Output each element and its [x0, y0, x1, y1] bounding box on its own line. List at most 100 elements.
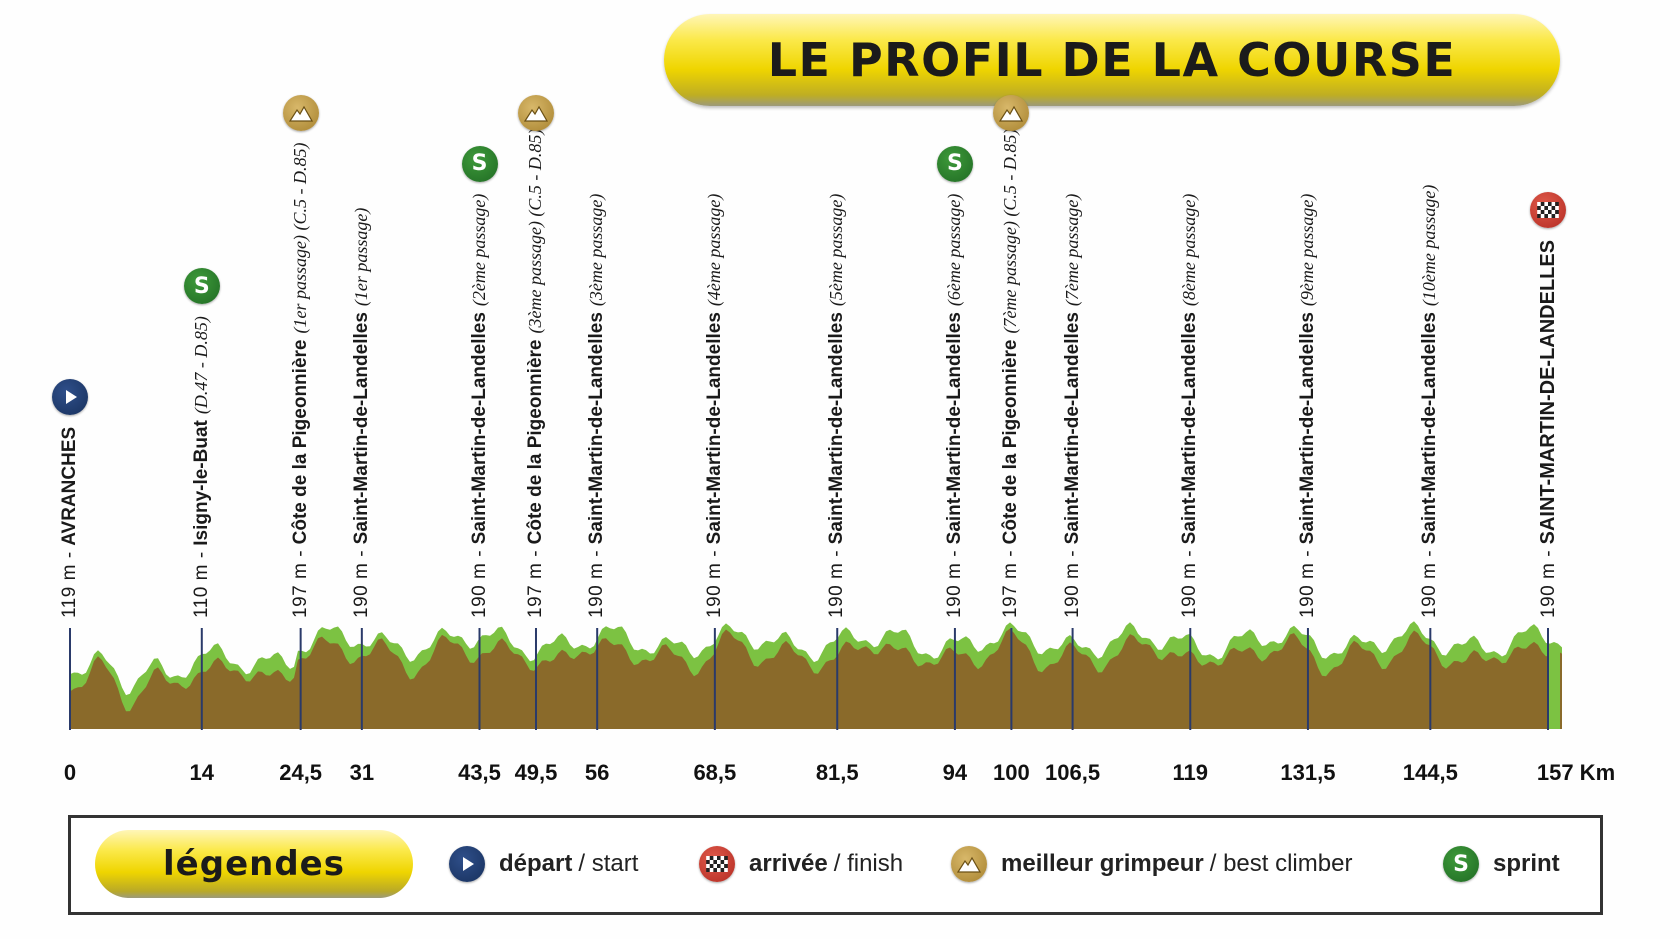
sprint-icon: S: [183, 268, 220, 305]
waypoint-altitude: 197 m: [289, 562, 311, 618]
waypoint-altitude: 190 m: [943, 562, 965, 618]
legend-label: sprint: [1493, 850, 1560, 877]
waypoint-label: 190 m - Saint-Martin-de-Landelles (6ème pas…: [944, 194, 966, 618]
km-label: 100: [993, 760, 1030, 785]
label-separator: -: [1000, 550, 1022, 557]
marker-lines: [69, 628, 1549, 730]
label-separator: -: [586, 550, 608, 557]
km-label: 14: [189, 760, 215, 785]
sprint-icon: S: [461, 145, 498, 182]
km-label: 157 Km: [1536, 760, 1616, 785]
legend-label: départ: [499, 850, 573, 877]
start-icon: [449, 846, 485, 882]
waypoint-name: Saint-Martin-de-Landelles: [586, 312, 608, 545]
waypoint-altitude: 119 m: [59, 564, 80, 618]
waypoint-name: SAINT-MARTIN-DE-LANDELLES: [1537, 239, 1559, 545]
waypoint-label: 190 m - Saint-Martin-de-Landelles (2ème pas…: [469, 194, 491, 618]
waypoint-note: (2ème passage): [468, 193, 489, 307]
waypoint-altitude: 190 m: [1061, 562, 1083, 618]
waypoint-altitude: 190 m: [703, 562, 725, 618]
waypoint-note: (9ème passage): [1296, 193, 1317, 307]
legend-label: meilleur grimpeur: [1001, 850, 1204, 877]
label-separator: -: [943, 550, 965, 557]
waypoint-altitude: 110 m: [190, 564, 212, 618]
waypoint-note: (7ème passage): [1061, 193, 1082, 307]
sprint-icon: S: [936, 145, 973, 182]
terrain-ground: [70, 628, 1562, 729]
waypoint-altitude: 190 m: [586, 562, 608, 618]
km-label: 56: [584, 760, 610, 785]
waypoint-note: (3ème passage) (C.5 - D.85): [524, 128, 545, 334]
km-label: 119: [1172, 760, 1209, 785]
label-separator: -: [289, 550, 311, 557]
label-separator: -: [1296, 550, 1318, 557]
legend-title-pill: légendes: [95, 830, 413, 898]
waypoint-altitude: 197 m: [1000, 562, 1022, 618]
waypoint-altitude: 190 m: [350, 562, 372, 618]
km-label: 43,5: [458, 760, 501, 785]
sprint-icon: S: [1443, 846, 1479, 882]
waypoint-name: Côte de la Pigeonnière: [289, 339, 311, 545]
legend-item-finish: arrivée / finish: [699, 844, 903, 884]
waypoint-note: (1er passage): [350, 207, 371, 307]
waypoint-label: 190 m - Saint-Martin-de-Landelles (8ème pas…: [1179, 194, 1201, 618]
waypoint-label: 197 m - Côte de la Pigeonnière (1er passage…: [290, 143, 312, 618]
legend-translation: / best climber: [1209, 850, 1353, 877]
waypoint-altitude: 190 m: [1419, 562, 1441, 618]
title-banner: LE PROFIL DE LA COURSE: [664, 14, 1560, 106]
waypoint-note: (7ème passage) (C.5 - D.85): [1000, 128, 1021, 334]
waypoint-name: Saint-Martin-de-Landelles: [350, 312, 372, 545]
label-separator: -: [524, 550, 546, 557]
label-separator: -: [1419, 550, 1441, 557]
waypoint-name: Saint-Martin-de-Landelles: [468, 312, 490, 545]
legend-label: arrivée: [749, 850, 828, 877]
label-separator: -: [350, 550, 372, 557]
km-label: 94: [942, 760, 968, 785]
page-title: LE PROFIL DE LA COURSE: [767, 33, 1457, 87]
waypoint-note: (D.47 - D.85): [190, 316, 211, 415]
climb-icon: [951, 846, 987, 882]
km-label: 144,5: [1402, 760, 1458, 785]
label-separator: -: [1179, 550, 1201, 557]
waypoint-note: (6ème passage): [943, 193, 964, 307]
km-label: 31: [349, 760, 375, 785]
waypoint-note: (5ème passage): [826, 193, 847, 307]
waypoint-name: Saint-Martin-de-Landelles: [1179, 312, 1201, 545]
waypoint-altitude: 190 m: [1296, 562, 1318, 618]
waypoint-label: 197 m - Côte de la Pigeonnière (7ème passag…: [1000, 129, 1022, 618]
waypoint-name: Saint-Martin-de-Landelles: [943, 312, 965, 545]
waypoint-name: Côte de la Pigeonnière: [524, 339, 546, 545]
legend-item-start: départ / start: [449, 844, 638, 884]
km-label: 81,5: [815, 760, 859, 785]
waypoint-name: Côte de la Pigeonnière: [1000, 339, 1022, 545]
waypoint-note: (4ème passage): [703, 193, 724, 307]
waypoint-altitude: 190 m: [468, 562, 490, 618]
waypoint-altitude: 190 m: [826, 562, 848, 618]
km-label: 24,5: [279, 760, 323, 785]
legend-title: légendes: [163, 844, 345, 884]
waypoint-label: 197 m - Côte de la Pigeonnière (3ème passag…: [525, 129, 547, 618]
climb-icon: [993, 95, 1030, 131]
waypoint-name: Saint-Martin-de-Landelles: [826, 312, 848, 545]
waypoint-name: Isigny-le-Buat: [190, 420, 212, 546]
legend-translation: / start: [578, 850, 639, 877]
waypoint-name: Saint-Martin-de-Landelles: [1061, 312, 1083, 545]
legend-translation: / finish: [833, 850, 904, 877]
waypoint-label: 190 m - Saint-Martin-de-Landelles (4ème pas…: [704, 194, 726, 618]
finish-strip: [1548, 650, 1560, 729]
waypoint-name: Saint-Martin-de-Landelles: [1419, 312, 1441, 545]
waypoint-label: 190 m - Saint-Martin-de-Landelles (9ème pas…: [1297, 194, 1319, 618]
waypoint-label: 190 m - Saint-Martin-de-Landelles (5ème pas…: [826, 194, 848, 618]
waypoint-label: 190 m - Saint-Martin-de-Landelles (7ème pas…: [1062, 194, 1084, 618]
legend-item-climb: meilleur grimpeur / best climber: [951, 844, 1352, 884]
waypoint-name: AVRANCHES: [59, 426, 80, 546]
waypoint-altitude: 190 m: [1179, 562, 1201, 618]
label-separator: -: [1061, 550, 1083, 557]
waypoint-note: (3ème passage): [586, 193, 607, 307]
waypoint-altitude: 197 m: [524, 562, 546, 618]
waypoint-name: Saint-Martin-de-Landelles: [1296, 312, 1318, 545]
km-label: 131,5: [1280, 760, 1336, 785]
km-label: 0: [63, 760, 77, 785]
